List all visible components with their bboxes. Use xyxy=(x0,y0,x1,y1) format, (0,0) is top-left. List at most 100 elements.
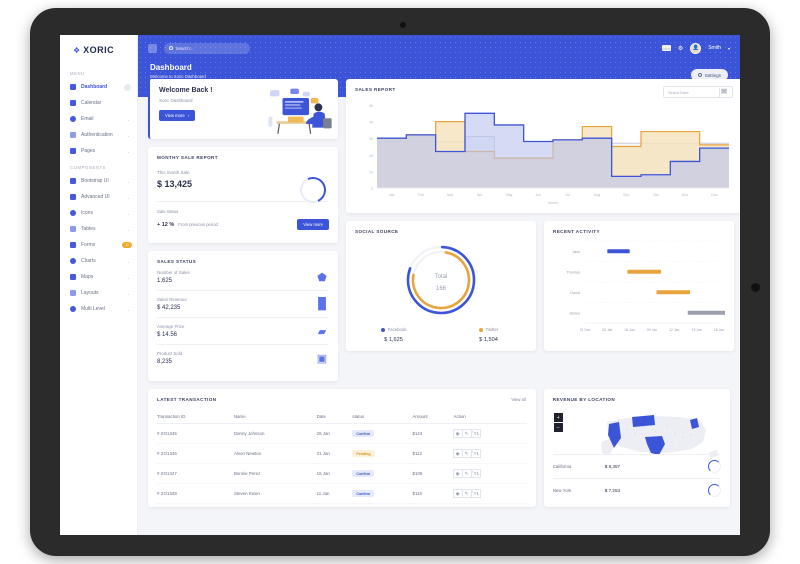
legend-dot-icon xyxy=(380,327,385,332)
sidebar-item-tables[interactable]: Tables ⌄ xyxy=(60,221,137,237)
camera-dot xyxy=(400,22,406,28)
us-map[interactable] xyxy=(592,407,722,465)
transaction-id[interactable]: # XO1345 xyxy=(157,423,234,444)
transaction-id[interactable]: # XO1348 xyxy=(157,483,234,504)
svg-text:Jul: Jul xyxy=(565,193,570,197)
sidebar-item-advanced-ui[interactable]: Advanced UI ⌄ xyxy=(60,189,137,205)
flag-icon[interactable] xyxy=(661,45,671,51)
ticket-icon: ▰ xyxy=(317,325,327,338)
monthly-view-more-button[interactable]: View more xyxy=(297,219,329,230)
layout-icon xyxy=(70,290,76,296)
delete-icon[interactable]: Ὕ1 xyxy=(470,489,481,498)
svg-text:18 Jan: 18 Jan xyxy=(714,328,724,332)
sidebar-item-authentication[interactable]: Authentication ⌄ xyxy=(60,127,137,143)
table-row[interactable]: # XO1345 Danny Johnson 26 Jan Confirm $124 ◉ ✎… xyxy=(157,423,527,444)
svg-text:31 Dec: 31 Dec xyxy=(580,328,591,332)
sidebar-item-icons[interactable]: Icons ⌄ xyxy=(60,205,137,221)
chevron-down-icon[interactable]: ⌄ xyxy=(126,116,130,122)
chevron-down-icon[interactable]: ⌄ xyxy=(126,178,130,184)
content-row-2: SOCIAL SOURCE Total 166 Facebook $ 1,625 T… xyxy=(346,221,740,351)
chevron-down-icon[interactable]: ⌄ xyxy=(126,148,130,154)
sales-status-value: 1,625 xyxy=(157,278,173,284)
revenue-by-location-card: REVENUE BY LOCATION + − xyxy=(543,389,730,507)
table-row[interactable]: # XO1346 Alvon Newton 21 Jan Pending $112 ◉ ✎ Ὕ… xyxy=(157,443,527,464)
sidebar-item-charts[interactable]: Charts ⌄ xyxy=(60,253,137,269)
sidebar-item-email[interactable]: Email ⌄ xyxy=(60,111,137,127)
chevron-down-icon[interactable]: ⌄ xyxy=(126,194,130,200)
bar-chart-icon: █ xyxy=(318,298,326,310)
zoom-in-button[interactable]: + xyxy=(553,413,563,422)
transaction-id[interactable]: # XO1347 xyxy=(157,463,234,484)
calendar-icon[interactable]: 🗓 xyxy=(719,87,728,97)
transaction-id[interactable]: # XO1346 xyxy=(157,443,234,464)
transaction-id[interactable]: # XO1349 xyxy=(157,503,234,507)
pages-icon xyxy=(70,148,76,154)
sidebar-item-dashboard[interactable]: Dashboard xyxy=(60,79,137,95)
sidebar-item-label: Icons xyxy=(81,210,93,216)
sale-status-row: + 12 % From previous period View more xyxy=(157,219,329,230)
chevron-down-icon[interactable]: ⌄ xyxy=(126,210,130,216)
zoom-out-button[interactable]: − xyxy=(553,423,563,432)
notification-bell-icon[interactable]: ⚙ xyxy=(677,45,684,52)
topbar-right: ⚙ 👤 Smith ▾ xyxy=(661,42,730,54)
delete-icon[interactable]: Ὕ1 xyxy=(470,429,481,438)
table-row[interactable]: # XO1349Bryan Roark08 JanCancel$105◉✎Ὕ1 xyxy=(157,503,527,507)
chevron-down-icon[interactable]: ▾ xyxy=(727,45,730,51)
settings-button[interactable]: Settings xyxy=(690,69,728,81)
chevron-down-icon[interactable]: ⌄ xyxy=(126,226,130,232)
mail-icon xyxy=(70,116,76,122)
sales-status-value: $ 14.56 xyxy=(157,332,178,338)
svg-text:Nov: Nov xyxy=(682,193,689,197)
svg-text:20: 20 xyxy=(369,154,373,158)
customer-name: Bryan Roark xyxy=(233,503,317,507)
welcome-view-more-button[interactable]: View more › xyxy=(159,110,196,121)
svg-text:Sep: Sep xyxy=(623,193,629,197)
menu-toggle-icon[interactable] xyxy=(148,43,157,53)
sidebar-item-calendar[interactable]: Calendar xyxy=(60,95,137,111)
sidebar-item-bootstrap-ui[interactable]: Bootstrap UI ⌄ xyxy=(60,173,137,189)
social-source-legend: Facebook $ 1,625 Twitter $ 1,504 xyxy=(346,327,536,343)
row-actions: ◉ ✎ Ὕ1 xyxy=(452,469,481,478)
search-box[interactable] xyxy=(164,42,250,54)
chevron-down-icon[interactable]: ⌄ xyxy=(126,132,130,138)
sidebar-item-layouts[interactable]: Layouts ⌄ xyxy=(60,285,137,301)
view-all-link[interactable]: View all xyxy=(511,397,526,402)
chevron-down-icon[interactable]: ⌄ xyxy=(126,306,130,312)
recent-activity-card: RECENT ACTIVITY Jack Thomas David James 31 D… xyxy=(544,221,734,351)
customer-name: Steven Kwon xyxy=(233,483,317,504)
sidebar-item-maps[interactable]: Maps ⌄ xyxy=(60,269,137,285)
chevron-down-icon[interactable]: ⌄ xyxy=(126,274,130,280)
status-badge: Confirm xyxy=(352,470,375,477)
table-row[interactable]: # XO1347 Bennie Perez 15 Jan Confirm $106 ◉ ✎ Ὕ… xyxy=(157,463,527,484)
welcome-subtitle: Xoric Dashboard xyxy=(159,98,193,103)
arrow-right-icon: › xyxy=(187,113,190,118)
welcome-illustration xyxy=(268,88,332,134)
progress-ring xyxy=(708,460,721,473)
chevron-down-icon[interactable]: ⌄ xyxy=(126,290,130,296)
latest-transaction-title: LATEST TRANSACTION xyxy=(157,397,217,402)
transaction-amount: $124 xyxy=(412,423,454,444)
topbar: ⚙ 👤 Smith ▾ Dashboard Welcome to Xoric D… xyxy=(138,35,740,97)
svg-text:09 Jan: 09 Jan xyxy=(647,328,657,332)
sidebar-item-multi-level[interactable]: Multi Level ⌄ xyxy=(60,301,137,317)
tablet-frame: ❖ XORIC MENU Dashboard Calendar Email ⌄ Auth… xyxy=(30,8,770,556)
sidebar-item-pages[interactable]: Pages ⌄ xyxy=(60,143,137,159)
gear-icon xyxy=(697,73,702,77)
sidebar-item-label: Pages xyxy=(81,148,96,154)
delete-icon[interactable]: Ὕ1 xyxy=(470,469,481,478)
sidebar-item-label: Multi Level xyxy=(81,306,105,312)
table-row[interactable]: # XO1348 Steven Kwon 11 Jan Confirm $115 ◉ ✎ Ὕ1 xyxy=(157,483,527,504)
avatar[interactable]: 👤 xyxy=(690,42,702,54)
brand-logo[interactable]: ❖ XORIC xyxy=(60,35,137,65)
svg-text:Dec: Dec xyxy=(711,193,718,197)
search-input[interactable] xyxy=(175,45,236,51)
location-name: California xyxy=(552,464,572,469)
svg-text:10: 10 xyxy=(369,170,373,174)
home-button[interactable] xyxy=(751,283,760,292)
customer-name: Danny Johnson xyxy=(233,423,317,444)
table-header-row: Transaction ID Name Date status Amount Action xyxy=(157,410,527,424)
delete-icon[interactable]: Ὕ1 xyxy=(470,449,481,458)
sidebar-item-forms[interactable]: Forms 11 xyxy=(60,237,137,253)
chevron-down-icon[interactable]: ⌄ xyxy=(126,258,130,264)
select-date-input[interactable]: Select Date 🗓 xyxy=(663,86,733,98)
